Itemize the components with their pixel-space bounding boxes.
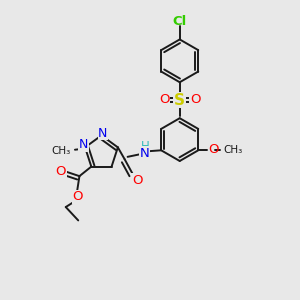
- Text: O: O: [190, 93, 200, 106]
- Text: S: S: [174, 93, 185, 108]
- Text: O: O: [73, 190, 83, 203]
- Text: N: N: [98, 127, 108, 140]
- Text: CH₃: CH₃: [52, 146, 71, 156]
- Text: H: H: [141, 140, 150, 153]
- Text: O: O: [208, 143, 218, 156]
- Text: CH₃: CH₃: [223, 145, 242, 155]
- Text: O: O: [56, 165, 66, 178]
- Text: N: N: [79, 139, 88, 152]
- Text: N: N: [139, 147, 149, 160]
- Text: O: O: [159, 93, 169, 106]
- Text: O: O: [132, 173, 142, 187]
- Text: Cl: Cl: [172, 14, 187, 28]
